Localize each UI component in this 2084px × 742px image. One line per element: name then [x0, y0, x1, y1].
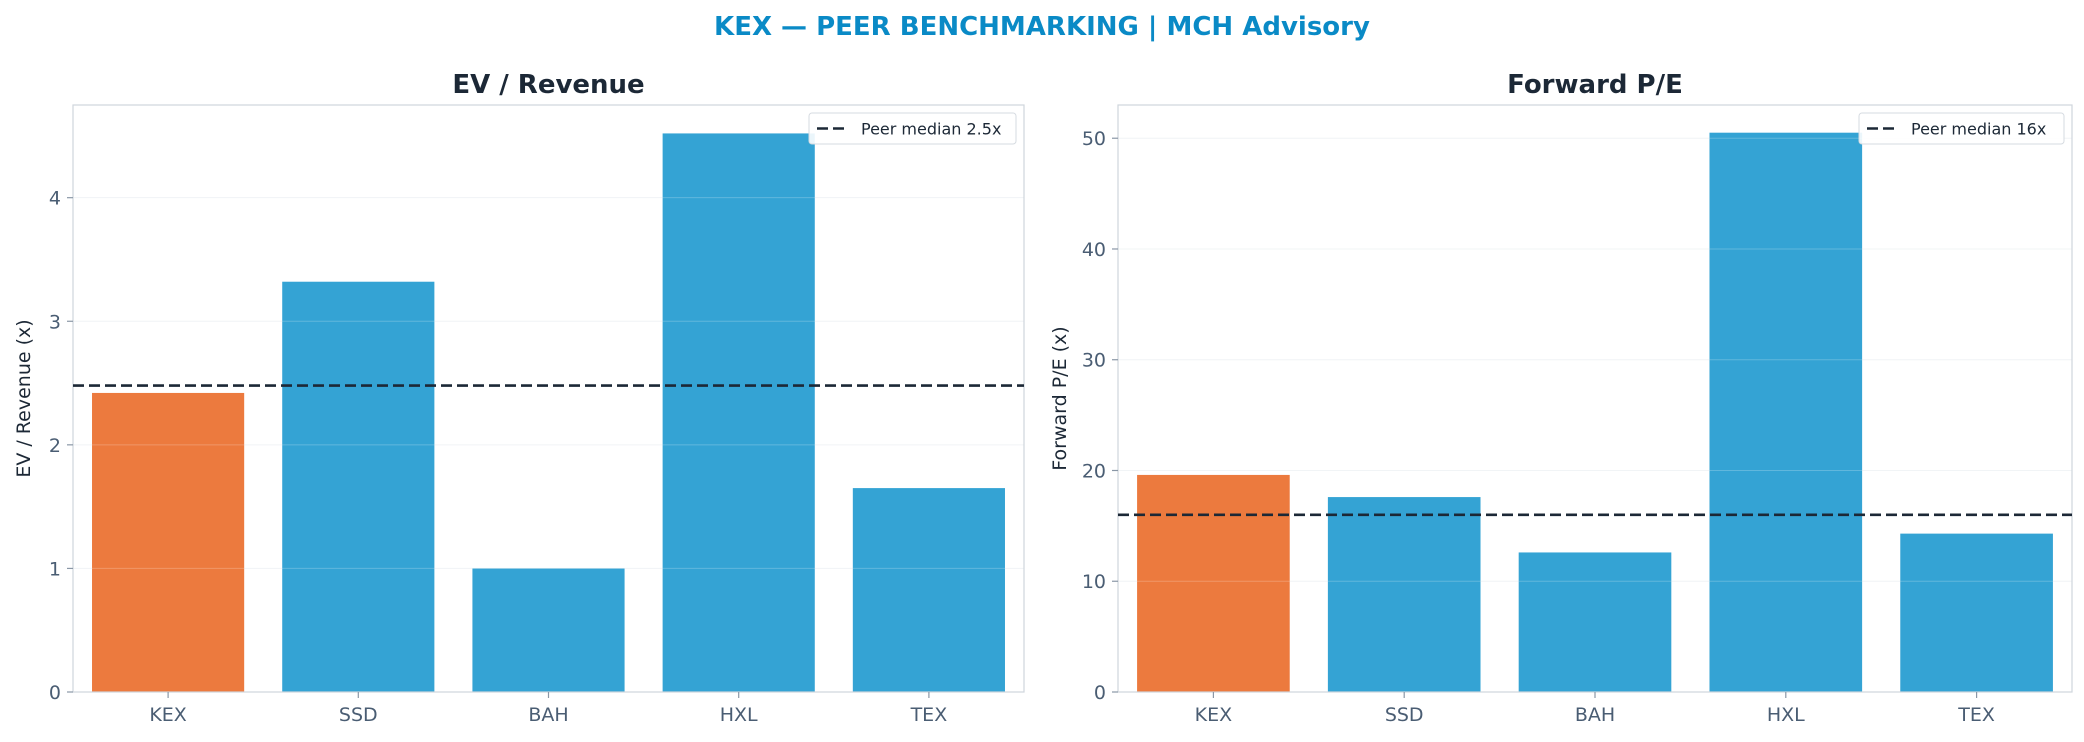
- y-tick-label: 30: [1082, 350, 1106, 372]
- ev-revenue-panel: EV / Revenue 0 1 2 3 4 KEX SSD BAH HXL TEX EV / Rev…: [13, 70, 1025, 726]
- bar-bah: [1518, 552, 1672, 692]
- y-tick-label: 0: [49, 682, 61, 704]
- y-tick-label: 2: [49, 435, 61, 457]
- x-tick-label: SSD: [1385, 704, 1424, 726]
- bar-kex: [92, 392, 245, 692]
- y-axis-label: Forward P/E (x): [1049, 326, 1071, 470]
- panel-title: EV / Revenue: [452, 70, 644, 100]
- x-tick-label: TEX: [1957, 704, 1995, 726]
- legend-label: Peer median 2.5x: [861, 120, 1001, 139]
- legend-label: Peer median 16x: [1911, 120, 2046, 139]
- y-tick-label: 20: [1082, 460, 1106, 482]
- panel-title: Forward P/E: [1507, 70, 1683, 100]
- bar-kex: [1137, 474, 1290, 692]
- x-tick-label: HXL: [720, 704, 758, 726]
- y-axis-label: EV / Revenue (x): [13, 319, 35, 477]
- figure-title: KEX — PEER BENCHMARKING | MCH Advisory: [714, 12, 1370, 42]
- bar-tex: [1900, 533, 2053, 692]
- bar-hxl: [662, 133, 815, 692]
- bar-ssd: [282, 281, 435, 692]
- y-tick-label: 0: [1094, 682, 1106, 704]
- x-tick-label: BAH: [528, 704, 568, 726]
- forward-pe-panel: Forward P/E 0 10 20 30 40 50 KEX SSD BAH HXL TEX For…: [1049, 70, 2073, 726]
- y-tick-label: 40: [1082, 239, 1106, 261]
- y-tick-label: 10: [1082, 571, 1106, 593]
- legend-box: [1858, 112, 2065, 145]
- x-tick-label: HXL: [1767, 704, 1805, 726]
- y-tick-label: 3: [49, 311, 61, 333]
- y-tick-label: 1: [49, 558, 61, 580]
- bar-ssd: [1327, 497, 1481, 692]
- legend-box: [808, 112, 1017, 145]
- x-tick-label: KEX: [149, 704, 186, 726]
- bar-tex: [852, 488, 1005, 692]
- x-tick-label: SSD: [339, 704, 378, 726]
- bar-bah: [472, 568, 625, 692]
- x-tick-label: BAH: [1575, 704, 1615, 726]
- bar-hxl: [1709, 132, 1863, 693]
- y-tick-label: 4: [49, 188, 61, 210]
- y-tick-label: 50: [1082, 128, 1106, 150]
- x-tick-label: KEX: [1195, 704, 1232, 726]
- x-tick-label: TEX: [910, 704, 948, 726]
